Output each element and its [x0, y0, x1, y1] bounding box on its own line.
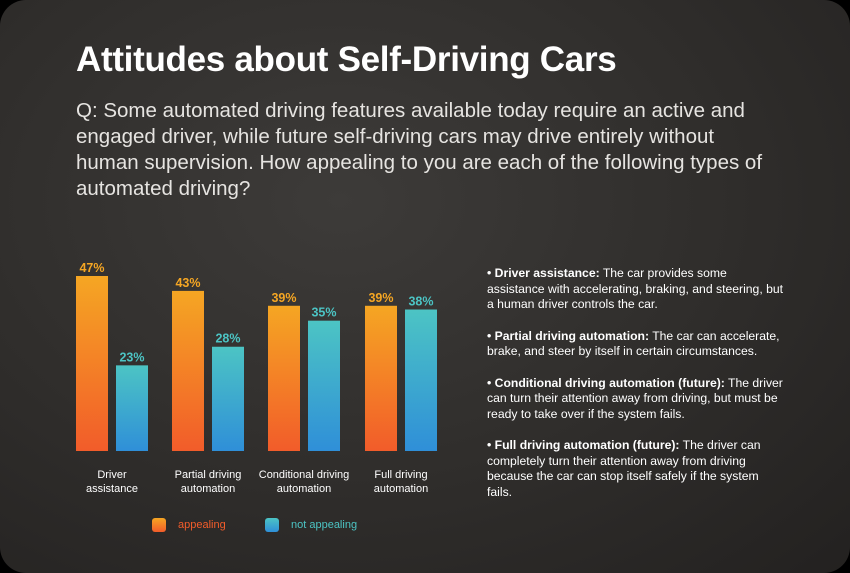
data-label-not-appealing-2: 35% [311, 306, 336, 320]
data-label-not-appealing-3: 38% [408, 295, 433, 309]
definition-text: The driver can turn their attention away… [487, 375, 783, 421]
category-label-1: automation [181, 483, 235, 495]
bar-appealing-1 [172, 290, 204, 451]
category-label-3: Full driving [374, 469, 427, 481]
definition-term: • Driver assistance: [487, 266, 600, 280]
definition-text: The driver can completely turn their att… [487, 438, 761, 499]
definition-full-automation: • Full driving automation (future): The … [487, 438, 787, 500]
legend-swatch-not-appealing [265, 518, 279, 532]
bar-not-appealing-2 [308, 320, 340, 451]
data-label-not-appealing-0: 23% [119, 350, 144, 364]
bar-appealing-0 [76, 276, 108, 451]
definition-term: • Full driving automation (future): [487, 438, 680, 452]
definition-partial-automation: • Partial driving automation: The car ca… [487, 329, 787, 360]
category-label-0: assistance [86, 483, 138, 495]
definition-text: The car can accelerate, brake, and steer… [487, 328, 780, 359]
data-label-appealing-0: 47% [79, 261, 104, 275]
definition-conditional-automation: • Conditional driving automation (future… [487, 376, 787, 423]
bar-not-appealing-1 [212, 346, 244, 451]
legend-swatch-appealing [152, 518, 166, 532]
data-label-appealing-3: 39% [368, 291, 393, 305]
definitions-list: • Driver assistance: The car provides so… [487, 266, 787, 516]
data-label-not-appealing-1: 28% [215, 332, 240, 346]
definition-driver-assistance: • Driver assistance: The car provides so… [487, 266, 787, 313]
bar-not-appealing-3 [405, 309, 437, 451]
data-label-appealing-1: 43% [175, 276, 200, 290]
data-label-appealing-2: 39% [271, 291, 296, 305]
definition-text: The car provides some assistance with ac… [487, 266, 784, 311]
bar-appealing-2 [268, 305, 300, 451]
category-label-2: automation [277, 483, 331, 495]
page-title: Attitudes about Self-Driving Cars [76, 40, 617, 79]
legend-label-appealing: appealing [178, 519, 226, 531]
survey-question: Q: Some automated driving features avail… [76, 99, 763, 200]
bar-appealing-3 [365, 305, 397, 451]
legend-not-appealing: not appealing [265, 518, 357, 532]
legend-label-not-appealing: not appealing [291, 519, 358, 531]
category-label-1: Partial driving [175, 469, 242, 481]
category-label-3: automation [374, 483, 428, 495]
legend-appealing: appealing [152, 518, 226, 532]
category-label-0: Driver [97, 469, 127, 481]
definition-term: • Partial driving automation: [487, 328, 650, 343]
category-label-2: Conditional driving [259, 469, 350, 481]
bar-not-appealing-0 [116, 365, 148, 451]
definition-term: • Conditional driving automation (future… [487, 375, 725, 390]
